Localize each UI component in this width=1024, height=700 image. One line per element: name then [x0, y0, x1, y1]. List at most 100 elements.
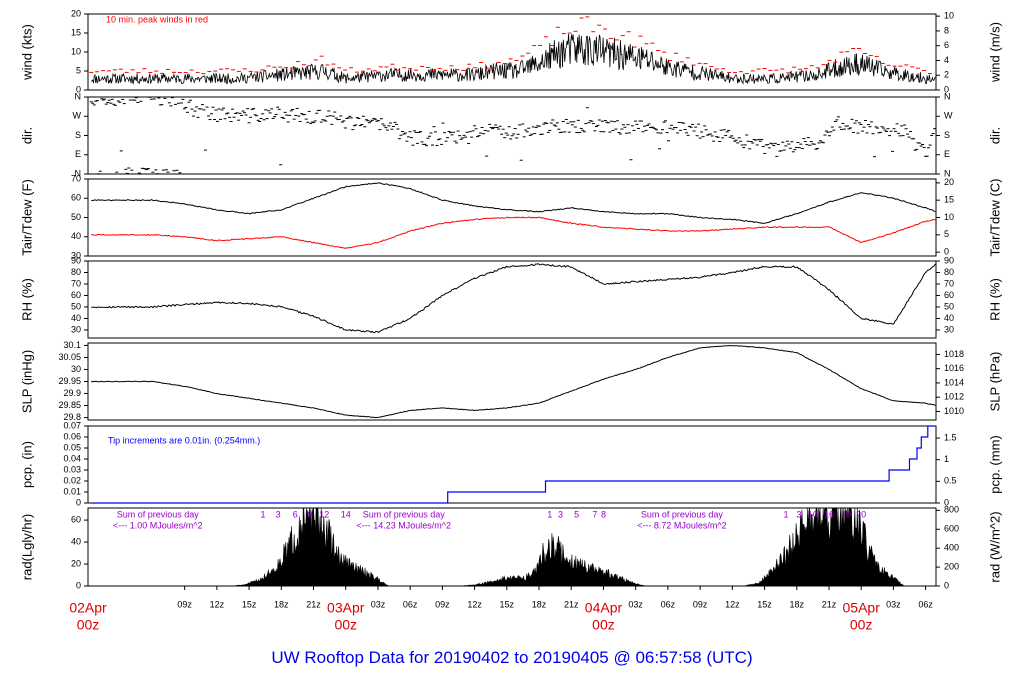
- left-tick-label: 80: [71, 267, 81, 277]
- precip-step-line: [91, 425, 936, 504]
- time-tick-label: 09z: [435, 599, 450, 609]
- right-axis-title: SLP (hPa): [987, 352, 1002, 412]
- left-tick-label: 60: [71, 514, 81, 524]
- radiation-hour-mark: 3: [276, 509, 281, 519]
- right-tick-label: 1: [944, 454, 949, 464]
- relative-humidity-line: [91, 263, 936, 334]
- date-zulu-label: 00z: [77, 617, 100, 633]
- left-axis-title: pcp. (in): [19, 441, 34, 488]
- right-tick-label: 0.5: [944, 476, 957, 486]
- radiation-hour-mark: 3: [558, 509, 563, 519]
- radiation-hour-mark: 16: [824, 509, 834, 519]
- left-tick-label: S: [75, 130, 81, 140]
- panel-annotation: Tip increments are 0.01in. (0.254mm.): [108, 435, 260, 445]
- right-tick-label: 20: [944, 177, 954, 187]
- radiation-daily-sum-value: <--- 14.23 MJoules/m^2: [356, 520, 451, 530]
- panel-frame: [87, 342, 937, 421]
- right-tick-label: 15: [944, 195, 954, 205]
- left-tick-label: 30: [71, 324, 81, 334]
- radiation-daily-sum-label: Sum of previous day: [641, 509, 724, 519]
- right-tick-label: 0: [944, 247, 949, 257]
- right-tick-label: W: [944, 111, 953, 121]
- right-tick-label: 5: [944, 229, 949, 239]
- date-zulu-label: 00z: [592, 617, 615, 633]
- left-tick-label: 29.8: [63, 412, 81, 422]
- right-tick-label: 200: [944, 561, 959, 571]
- right-tick-label: 10: [944, 212, 954, 222]
- figure-title: UW Rooftop Data for 20190402 to 20190405…: [271, 648, 753, 667]
- right-tick-label: 50: [944, 301, 954, 311]
- right-tick-label: 800: [944, 505, 959, 515]
- radiation-hour-mark: 1: [261, 509, 266, 519]
- right-axis-title: RH (%): [987, 278, 1002, 321]
- date-label: 04Apr: [585, 600, 623, 616]
- right-tick-label: 1010: [944, 406, 964, 416]
- radiation-hour-mark: 7: [592, 509, 597, 519]
- left-axis-title: Tair/Tdew (F): [19, 179, 34, 256]
- right-tick-label: 1016: [944, 363, 964, 373]
- right-tick-label: 80: [944, 267, 954, 277]
- wind-speed-line: [91, 33, 936, 85]
- time-tick-label: 15z: [242, 599, 257, 609]
- left-tick-label: N: [75, 91, 82, 101]
- right-axis-title: dir.: [987, 127, 1002, 144]
- right-tick-label: 1014: [944, 377, 964, 387]
- radiation-hour-mark: 12: [319, 509, 329, 519]
- air-temperature-line: [91, 182, 936, 224]
- date-label: 03Apr: [327, 600, 365, 616]
- right-tick-label: N: [944, 91, 951, 101]
- right-tick-label: 8: [944, 25, 949, 35]
- left-tick-label: 40: [71, 313, 81, 323]
- time-tick-label: 12z: [725, 599, 740, 609]
- date-zulu-label: 00z: [334, 617, 357, 633]
- left-tick-label: 0.06: [63, 431, 81, 441]
- right-tick-label: 10: [944, 11, 954, 21]
- left-tick-label: E: [75, 149, 81, 159]
- time-tick-label: 18z: [790, 599, 805, 609]
- date-zulu-label: 00z: [850, 617, 873, 633]
- radiation-hour-mark: 5: [574, 509, 579, 519]
- right-tick-label: 40: [944, 313, 954, 323]
- radiation-daily-sum-label: Sum of previous day: [363, 509, 446, 519]
- left-tick-label: 20: [71, 558, 81, 568]
- left-tick-label: 30: [71, 364, 81, 374]
- radiation-hour-mark: 1: [784, 509, 789, 519]
- left-tick-label: W: [73, 111, 82, 121]
- left-tick-label: 90: [71, 255, 81, 265]
- radiation-hour-mark: 9: [308, 509, 313, 519]
- time-tick-label: 06z: [403, 599, 418, 609]
- left-tick-label: 20: [71, 8, 81, 18]
- left-tick-label: 29.95: [58, 376, 81, 386]
- left-tick-label: 0.03: [63, 464, 81, 474]
- radiation-hour-mark: 19: [841, 509, 851, 519]
- left-axis-title: RH (%): [19, 278, 34, 321]
- left-tick-label: 60: [71, 290, 81, 300]
- left-tick-label: 29.85: [58, 400, 81, 410]
- right-tick-label: N: [944, 168, 951, 178]
- right-tick-label: 0: [944, 497, 949, 507]
- solar-radiation-area: [91, 507, 936, 587]
- radiation-hour-mark: 8: [601, 509, 606, 519]
- radiation-hour-mark: 10: [808, 509, 818, 519]
- left-tick-label: 0.02: [63, 475, 81, 485]
- right-axis-title: wind (m/s): [987, 22, 1002, 83]
- left-tick-label: 60: [71, 193, 81, 203]
- time-tick-label: 06z: [661, 599, 676, 609]
- left-tick-label: 0.05: [63, 442, 81, 452]
- left-tick-label: 0.07: [63, 420, 81, 430]
- right-tick-label: 1012: [944, 392, 964, 402]
- time-tick-label: 21z: [564, 599, 579, 609]
- left-tick-label: N: [75, 168, 82, 178]
- time-tick-label: 09z: [693, 599, 708, 609]
- left-axis-title: rad(Lgly/hr): [19, 514, 34, 580]
- right-tick-label: E: [944, 149, 950, 159]
- time-tick-label: 09z: [177, 599, 192, 609]
- left-tick-label: 40: [71, 231, 81, 241]
- left-tick-label: 70: [71, 173, 81, 183]
- left-tick-label: 40: [71, 536, 81, 546]
- left-tick-label: 0: [76, 84, 81, 94]
- left-axis-title: SLP (inHg): [19, 350, 34, 413]
- right-tick-label: 400: [944, 543, 959, 553]
- time-tick-label: 06z: [918, 599, 933, 609]
